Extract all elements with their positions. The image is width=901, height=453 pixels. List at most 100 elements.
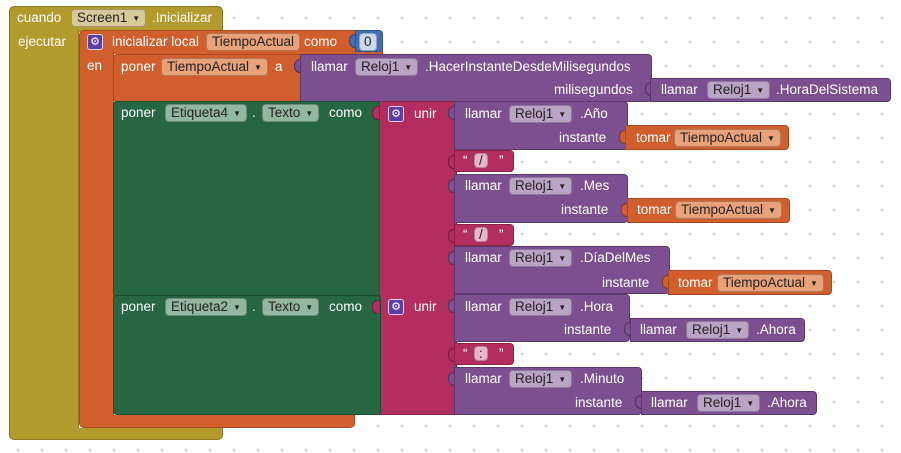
param-socket-connector [619, 130, 626, 144]
quote-open: “ [463, 227, 468, 242]
month-param-label: instante [561, 202, 609, 217]
set-label4-dot: . [252, 105, 256, 120]
quote-close: ” [499, 153, 504, 168]
value-socket-connector [349, 34, 356, 48]
value-socket-connector [372, 300, 379, 314]
hour-param-label: instante [564, 322, 612, 337]
quote-open: “ [463, 346, 468, 361]
chevron-down-icon: ▼ [254, 63, 262, 72]
set-label2-property-dropdown[interactable]: Texto ▼ [262, 298, 320, 316]
minute-component-dropdown[interactable]: Reloj1 ▼ [509, 370, 573, 388]
now-component-value: Reloj1 [703, 395, 742, 410]
set-var-value: TiempoActual [167, 59, 250, 74]
day-method-label: .DíaDelMes [580, 250, 651, 265]
make-instant-call-label: llamar [311, 59, 348, 74]
mutator-gear-icon[interactable]: ⚙ [388, 299, 404, 315]
make-instant-param-label: milisegundos [554, 82, 633, 97]
make-instant-method-label: .HacerInstanteDesdeMilisegundos [425, 59, 631, 74]
chevron-down-icon: ▼ [132, 14, 141, 23]
text-string-value: / [479, 153, 483, 168]
event-block-bottom [9, 428, 223, 440]
chevron-down-icon: ▼ [305, 303, 314, 312]
param-socket-connector [624, 322, 631, 336]
chevron-down-icon: ▼ [305, 109, 314, 118]
set-label4-text-block[interactable] [113, 101, 381, 297]
set-label4-as-label: como [329, 105, 363, 120]
day-component-value: Reloj1 [515, 250, 554, 265]
hour-component-dropdown[interactable]: Reloj1 ▼ [509, 298, 573, 316]
month-call-label: llamar [465, 178, 502, 193]
now-component-dropdown[interactable]: Reloj1 ▼ [697, 394, 761, 412]
get-variable-dropdown[interactable]: TiempoActual ▼ [675, 201, 782, 219]
now-component-dropdown[interactable]: Reloj1 ▼ [686, 321, 750, 339]
set-var-to-label: a [275, 59, 283, 74]
month-component-value: Reloj1 [515, 178, 554, 193]
month-component-dropdown[interactable]: Reloj1 ▼ [509, 177, 573, 195]
get-variable-value: TiempoActual [680, 130, 763, 145]
day-param-label: instante [602, 275, 650, 290]
local-as-label: como [304, 34, 338, 49]
number-value: 0 [364, 34, 372, 49]
minute-component-value: Reloj1 [515, 371, 554, 386]
chevron-down-icon: ▼ [767, 134, 775, 143]
set-label4-property-dropdown[interactable]: Texto ▼ [262, 104, 320, 122]
join-date-label: unir [414, 106, 437, 121]
event-component-dropdown[interactable]: Screen1 ▼ [71, 9, 147, 27]
day-component-dropdown[interactable]: Reloj1 ▼ [509, 249, 573, 267]
set-label2-label: poner [121, 299, 156, 314]
text-string-field[interactable]: / [474, 227, 488, 242]
make-instant-component-dropdown[interactable]: Reloj1 ▼ [355, 58, 419, 76]
local-variable-bottom [79, 415, 355, 428]
set-label2-component-dropdown[interactable]: Etiqueta2 ▼ [165, 298, 247, 316]
text-string-field[interactable]: : [474, 346, 488, 361]
chevron-down-icon: ▼ [768, 206, 776, 215]
day-call-label: llamar [465, 250, 502, 265]
minute-param-label: instante [575, 395, 623, 410]
set-label4-component-dropdown[interactable]: Etiqueta4 ▼ [165, 104, 247, 122]
local-in-label: en [87, 58, 103, 73]
system-time-block[interactable] [650, 78, 891, 102]
chevron-down-icon: ▼ [756, 86, 765, 95]
mutator-gear-icon[interactable]: ⚙ [388, 106, 404, 122]
text-string-field[interactable]: / [474, 153, 488, 168]
set-label2-text-block[interactable] [113, 295, 381, 415]
socket-connector [448, 106, 455, 120]
local-init-label: inicializar local [112, 34, 200, 49]
socket-connector [448, 179, 455, 193]
chevron-down-icon: ▼ [558, 110, 567, 119]
number-value-field[interactable]: 0 [359, 33, 377, 51]
chevron-down-icon: ▼ [233, 109, 241, 118]
event-do-label: ejecutar [18, 34, 67, 49]
mutator-gear-icon[interactable]: ⚙ [87, 34, 103, 50]
param-socket-connector [662, 275, 669, 289]
event-component-value: Screen1 [77, 10, 128, 25]
chevron-down-icon: ▼ [233, 303, 241, 312]
quote-close: ” [499, 227, 504, 242]
join-block-date[interactable] [379, 101, 457, 415]
set-var-label: poner [121, 59, 156, 74]
set-label4-label: poner [121, 105, 156, 120]
year-param-label: instante [559, 130, 607, 145]
chevron-down-icon: ▼ [810, 279, 818, 288]
year-component-dropdown[interactable]: Reloj1 ▼ [509, 105, 573, 123]
hour-method-label: .Hora [580, 299, 614, 314]
event-block-left-arm [9, 30, 79, 434]
system-time-component-dropdown[interactable]: Reloj1 ▼ [707, 81, 771, 99]
get-variable-dropdown[interactable]: TiempoActual ▼ [674, 129, 781, 147]
chevron-down-icon: ▼ [558, 303, 567, 312]
chevron-down-icon: ▼ [558, 182, 567, 191]
param-socket-connector [635, 395, 642, 409]
system-time-method-label: .HoraDelSistema [776, 82, 879, 97]
now-method-label: .Ahora [767, 395, 807, 410]
make-instant-component-value: Reloj1 [361, 59, 400, 74]
hour-component-value: Reloj1 [515, 299, 554, 314]
local-variable-name-field[interactable]: TiempoActual [206, 33, 301, 51]
now-method-label: .Ahora [756, 322, 796, 337]
quote-open: “ [463, 153, 468, 168]
local-variable-name-value: TiempoActual [212, 34, 295, 49]
socket-connector [448, 229, 455, 243]
year-call-label: llamar [465, 106, 502, 121]
get-variable-dropdown[interactable]: TiempoActual ▼ [717, 274, 824, 292]
set-label4-component-value: Etiqueta4 [171, 105, 229, 120]
set-var-dropdown[interactable]: TiempoActual ▼ [161, 58, 268, 76]
